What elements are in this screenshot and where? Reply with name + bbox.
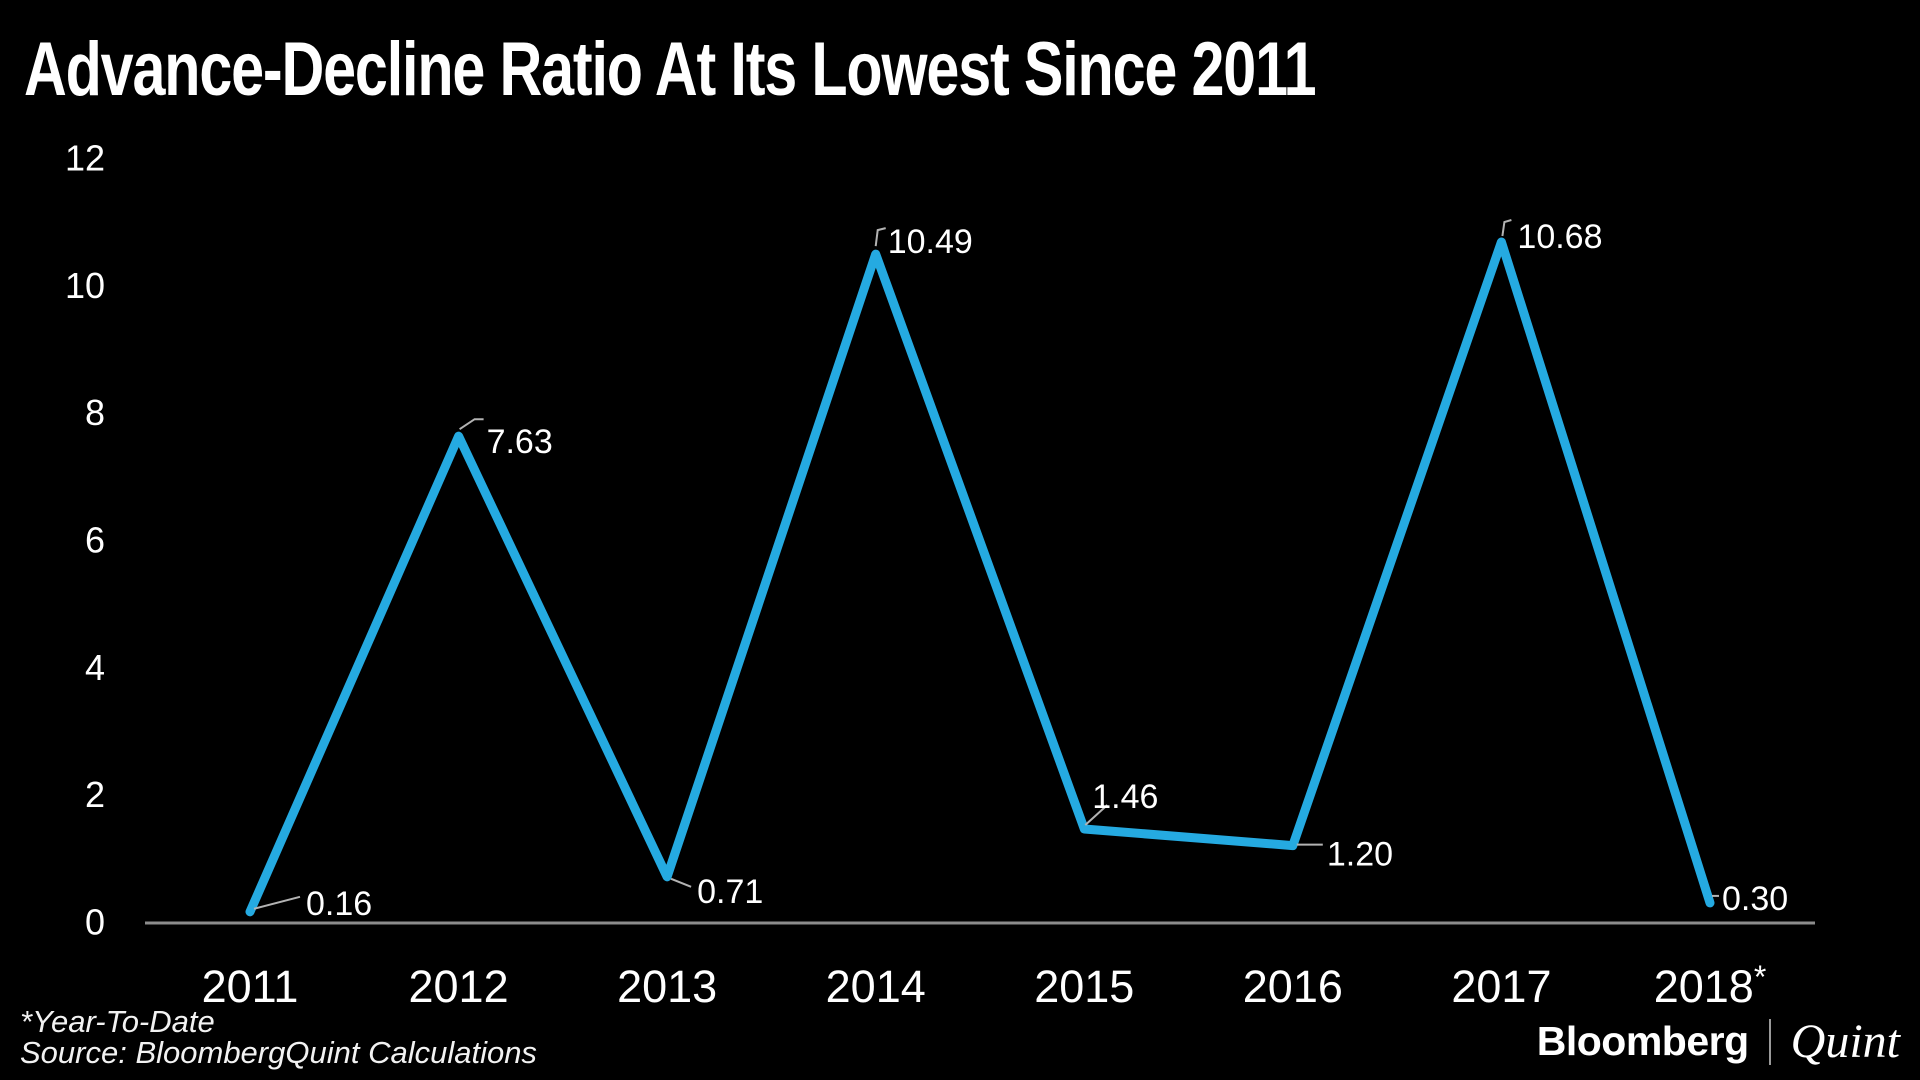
brand-logos: Bloomberg Quint bbox=[1537, 1014, 1904, 1069]
bloomberg-logo: Bloomberg bbox=[1536, 1018, 1749, 1064]
x-tick-label: 2015 bbox=[1034, 961, 1134, 1012]
y-tick-label: 12 bbox=[65, 137, 105, 178]
x-tick-label: 2011 bbox=[202, 961, 299, 1012]
data-point-label: 10.49 bbox=[888, 223, 973, 261]
label-leader-line bbox=[1084, 804, 1108, 826]
label-leader-line bbox=[459, 418, 484, 431]
label-leader-line bbox=[670, 877, 692, 888]
data-point-label: 0.30 bbox=[1722, 880, 1788, 918]
series-line bbox=[245, 237, 1715, 917]
y-tick-label: 6 bbox=[85, 519, 105, 560]
x-tick-label: 2018* bbox=[1654, 959, 1767, 1012]
quint-logo: Quint bbox=[1790, 1015, 1900, 1068]
chart-footnotes: *Year-To-Date Source: BloombergQuint Cal… bbox=[20, 1006, 537, 1068]
footnote-source: Source: BloombergQuint Calculations bbox=[20, 1035, 537, 1070]
data-point-label: 10.68 bbox=[1517, 218, 1602, 256]
x-tick-label: 2017 bbox=[1451, 961, 1551, 1012]
data-point-label: 1.46 bbox=[1092, 778, 1158, 816]
x-tick-label: 2014 bbox=[826, 961, 926, 1012]
y-tick-label: 2 bbox=[85, 774, 105, 815]
x-tick-label: 2012 bbox=[409, 961, 509, 1012]
x-tick-label: 2013 bbox=[617, 961, 717, 1012]
label-leader-line bbox=[1501, 219, 1512, 237]
y-tick-label: 0 bbox=[85, 902, 105, 943]
y-tick-label: 4 bbox=[85, 647, 105, 688]
label-leader-line bbox=[874, 227, 886, 247]
data-point-label: 0.16 bbox=[306, 885, 372, 923]
brand-divider bbox=[1768, 1018, 1771, 1065]
label-leader-line bbox=[253, 895, 301, 910]
y-tick-label: 8 bbox=[85, 392, 105, 433]
data-point-label: 7.63 bbox=[487, 423, 553, 461]
chart-title: Advance-Decline Ratio At Its Lowest Sinc… bbox=[24, 27, 1317, 112]
footnote-year-to-date: *Year-To-Date bbox=[20, 1004, 215, 1039]
data-point-label: 0.71 bbox=[697, 873, 763, 911]
x-tick-label: 2016 bbox=[1243, 961, 1343, 1012]
y-tick-label: 10 bbox=[65, 265, 105, 306]
data-point-label: 1.20 bbox=[1327, 836, 1393, 874]
